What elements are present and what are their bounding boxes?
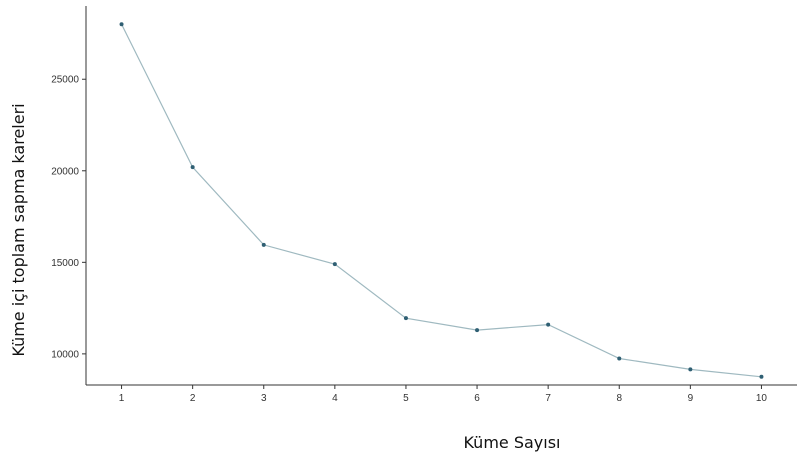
y-tick-label: 25000 bbox=[51, 75, 79, 86]
data-point bbox=[617, 356, 622, 361]
x-tick-label: 3 bbox=[261, 393, 267, 404]
x-tick-label: 7 bbox=[545, 393, 551, 404]
data-point bbox=[119, 22, 124, 27]
x-tick-label: 2 bbox=[190, 393, 196, 404]
x-tick-label: 6 bbox=[474, 393, 480, 404]
data-point bbox=[261, 242, 266, 247]
x-tick-label: 9 bbox=[688, 393, 694, 404]
data-point bbox=[190, 165, 195, 170]
x-tick-label: 8 bbox=[616, 393, 622, 404]
data-point bbox=[475, 328, 480, 333]
series-layer bbox=[119, 22, 764, 379]
x-axis-title: Küme Sayısı bbox=[463, 433, 560, 452]
x-tick-label: 10 bbox=[756, 393, 768, 404]
data-point bbox=[688, 367, 693, 372]
series-line bbox=[121, 24, 762, 378]
axes bbox=[85, 6, 797, 386]
x-tick-label: 5 bbox=[403, 393, 409, 404]
x-tick-label: 1 bbox=[119, 393, 125, 404]
y-tick-label: 10000 bbox=[51, 349, 79, 360]
data-point bbox=[546, 322, 551, 327]
data-point bbox=[403, 316, 408, 321]
y-axis-title: Küme içi toplam sapma kareleri bbox=[9, 103, 28, 356]
y-ticks: 10000 15000 20000 25000 bbox=[51, 75, 86, 360]
y-tick-label: 15000 bbox=[51, 258, 79, 269]
x-ticks: 1 2 3 4 5 6 7 8 9 10 bbox=[119, 385, 768, 404]
data-point bbox=[759, 374, 764, 379]
data-point bbox=[332, 262, 337, 267]
x-tick-label: 4 bbox=[332, 393, 338, 404]
y-tick-label: 20000 bbox=[51, 166, 79, 177]
